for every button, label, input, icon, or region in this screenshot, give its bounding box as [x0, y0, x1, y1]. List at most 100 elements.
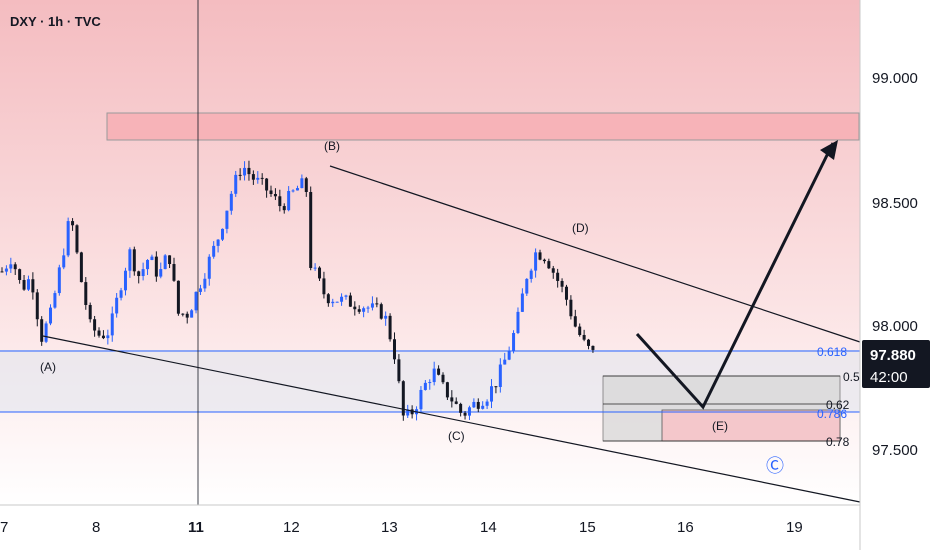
- candle-body: [119, 290, 123, 298]
- current-price-value: 97.880: [870, 347, 916, 364]
- candle-body: [234, 174, 238, 194]
- fib-label-0786: 0.786: [817, 407, 847, 421]
- candle-body: [225, 210, 229, 229]
- candle-body: [551, 268, 555, 273]
- candle-body: [467, 407, 471, 416]
- candle-body: [459, 403, 463, 413]
- candle-body: [556, 272, 560, 281]
- candle-body: [388, 315, 392, 340]
- candle-body: [44, 323, 48, 342]
- candle-body: [591, 345, 595, 350]
- resistance-zone[interactable]: [106, 112, 860, 141]
- candle-body: [331, 301, 335, 304]
- candle-body: [542, 259, 546, 262]
- candle-body: [154, 256, 158, 277]
- wave-label-a: (A): [40, 360, 56, 374]
- target-zone-inner[interactable]: [661, 409, 841, 442]
- candle-body: [538, 252, 542, 260]
- candle-body: [573, 316, 577, 327]
- candle-body: [441, 374, 445, 383]
- candle-body: [0, 271, 4, 273]
- date-tick-16: 16: [677, 519, 694, 536]
- countdown-timer: 42:00: [870, 369, 908, 386]
- candle-body: [326, 294, 330, 304]
- candle-body: [582, 334, 586, 340]
- candle-body: [525, 278, 529, 294]
- candle-body: [137, 271, 141, 277]
- price-axis[interactable]: [860, 0, 932, 550]
- candle-body: [547, 261, 551, 269]
- candle-body: [229, 193, 233, 211]
- date-tick-8: 8: [92, 519, 100, 536]
- candle-body: [110, 313, 114, 336]
- candle-body: [26, 279, 30, 290]
- candle-body: [141, 269, 145, 277]
- candle-body: [22, 280, 26, 290]
- price-tick-98500: 98.500: [872, 195, 918, 212]
- candle-body: [132, 249, 136, 272]
- lower-trendline[interactable]: [42, 335, 861, 503]
- candle-body: [71, 221, 75, 226]
- candle-body: [353, 306, 357, 310]
- candle-body: [569, 299, 573, 317]
- candle-body: [428, 382, 432, 384]
- candle-body: [410, 409, 414, 415]
- candle-body: [238, 174, 242, 176]
- fib-label-062: 0.62: [826, 398, 850, 412]
- candle-body: [190, 310, 194, 318]
- candle-body: [578, 326, 582, 335]
- candle-body: [375, 303, 379, 305]
- candle-body: [273, 193, 277, 197]
- candle-body: [93, 319, 97, 331]
- candle-body: [304, 178, 308, 192]
- candle-body: [437, 368, 441, 375]
- fib-label-0618: 0.618: [817, 345, 847, 359]
- candle-body: [123, 270, 127, 291]
- candle-body: [194, 291, 198, 311]
- candle-body: [278, 196, 282, 207]
- candle-body: [406, 409, 410, 416]
- candle-body: [295, 188, 299, 191]
- candle-body: [512, 332, 516, 352]
- time-axis[interactable]: [0, 505, 860, 550]
- upper-trendline[interactable]: [329, 165, 861, 343]
- wave-label-b: (B): [324, 139, 340, 153]
- candle-body: [260, 177, 264, 179]
- candle-body: [115, 297, 119, 314]
- candle-body: [450, 397, 454, 402]
- candle-body: [587, 339, 591, 346]
- wave-label-c: (C): [448, 429, 465, 443]
- candle-body: [84, 282, 88, 305]
- candle-body: [362, 308, 366, 312]
- candle-body: [564, 286, 568, 300]
- price-tick-98000: 98.000: [872, 318, 918, 335]
- candle-body: [159, 269, 163, 277]
- candle-body: [397, 359, 401, 382]
- candle-body: [454, 401, 458, 404]
- candle-body: [18, 269, 22, 281]
- candle-body: [287, 190, 291, 211]
- candle-body: [13, 264, 17, 270]
- candle-body: [490, 386, 494, 402]
- candle-body: [534, 252, 538, 271]
- candle-body: [423, 382, 427, 390]
- projected-path[interactable]: [635, 142, 835, 410]
- candle-body: [256, 177, 260, 180]
- candle-body: [216, 239, 220, 246]
- candle-body: [31, 279, 35, 293]
- candle-body: [357, 309, 361, 312]
- candle-body: [300, 178, 304, 189]
- candle-body: [243, 167, 247, 176]
- candle-body: [516, 311, 520, 333]
- candle-body: [212, 245, 216, 257]
- candle-body: [88, 304, 92, 320]
- candle-body: [370, 303, 374, 308]
- price-tick-99000: 99.000: [872, 70, 918, 87]
- wave-label-d: (D): [572, 221, 589, 235]
- candle-body: [445, 382, 449, 398]
- candle-body: [163, 255, 167, 270]
- candle-body: [9, 264, 13, 269]
- date-tick-15: 15: [579, 519, 596, 536]
